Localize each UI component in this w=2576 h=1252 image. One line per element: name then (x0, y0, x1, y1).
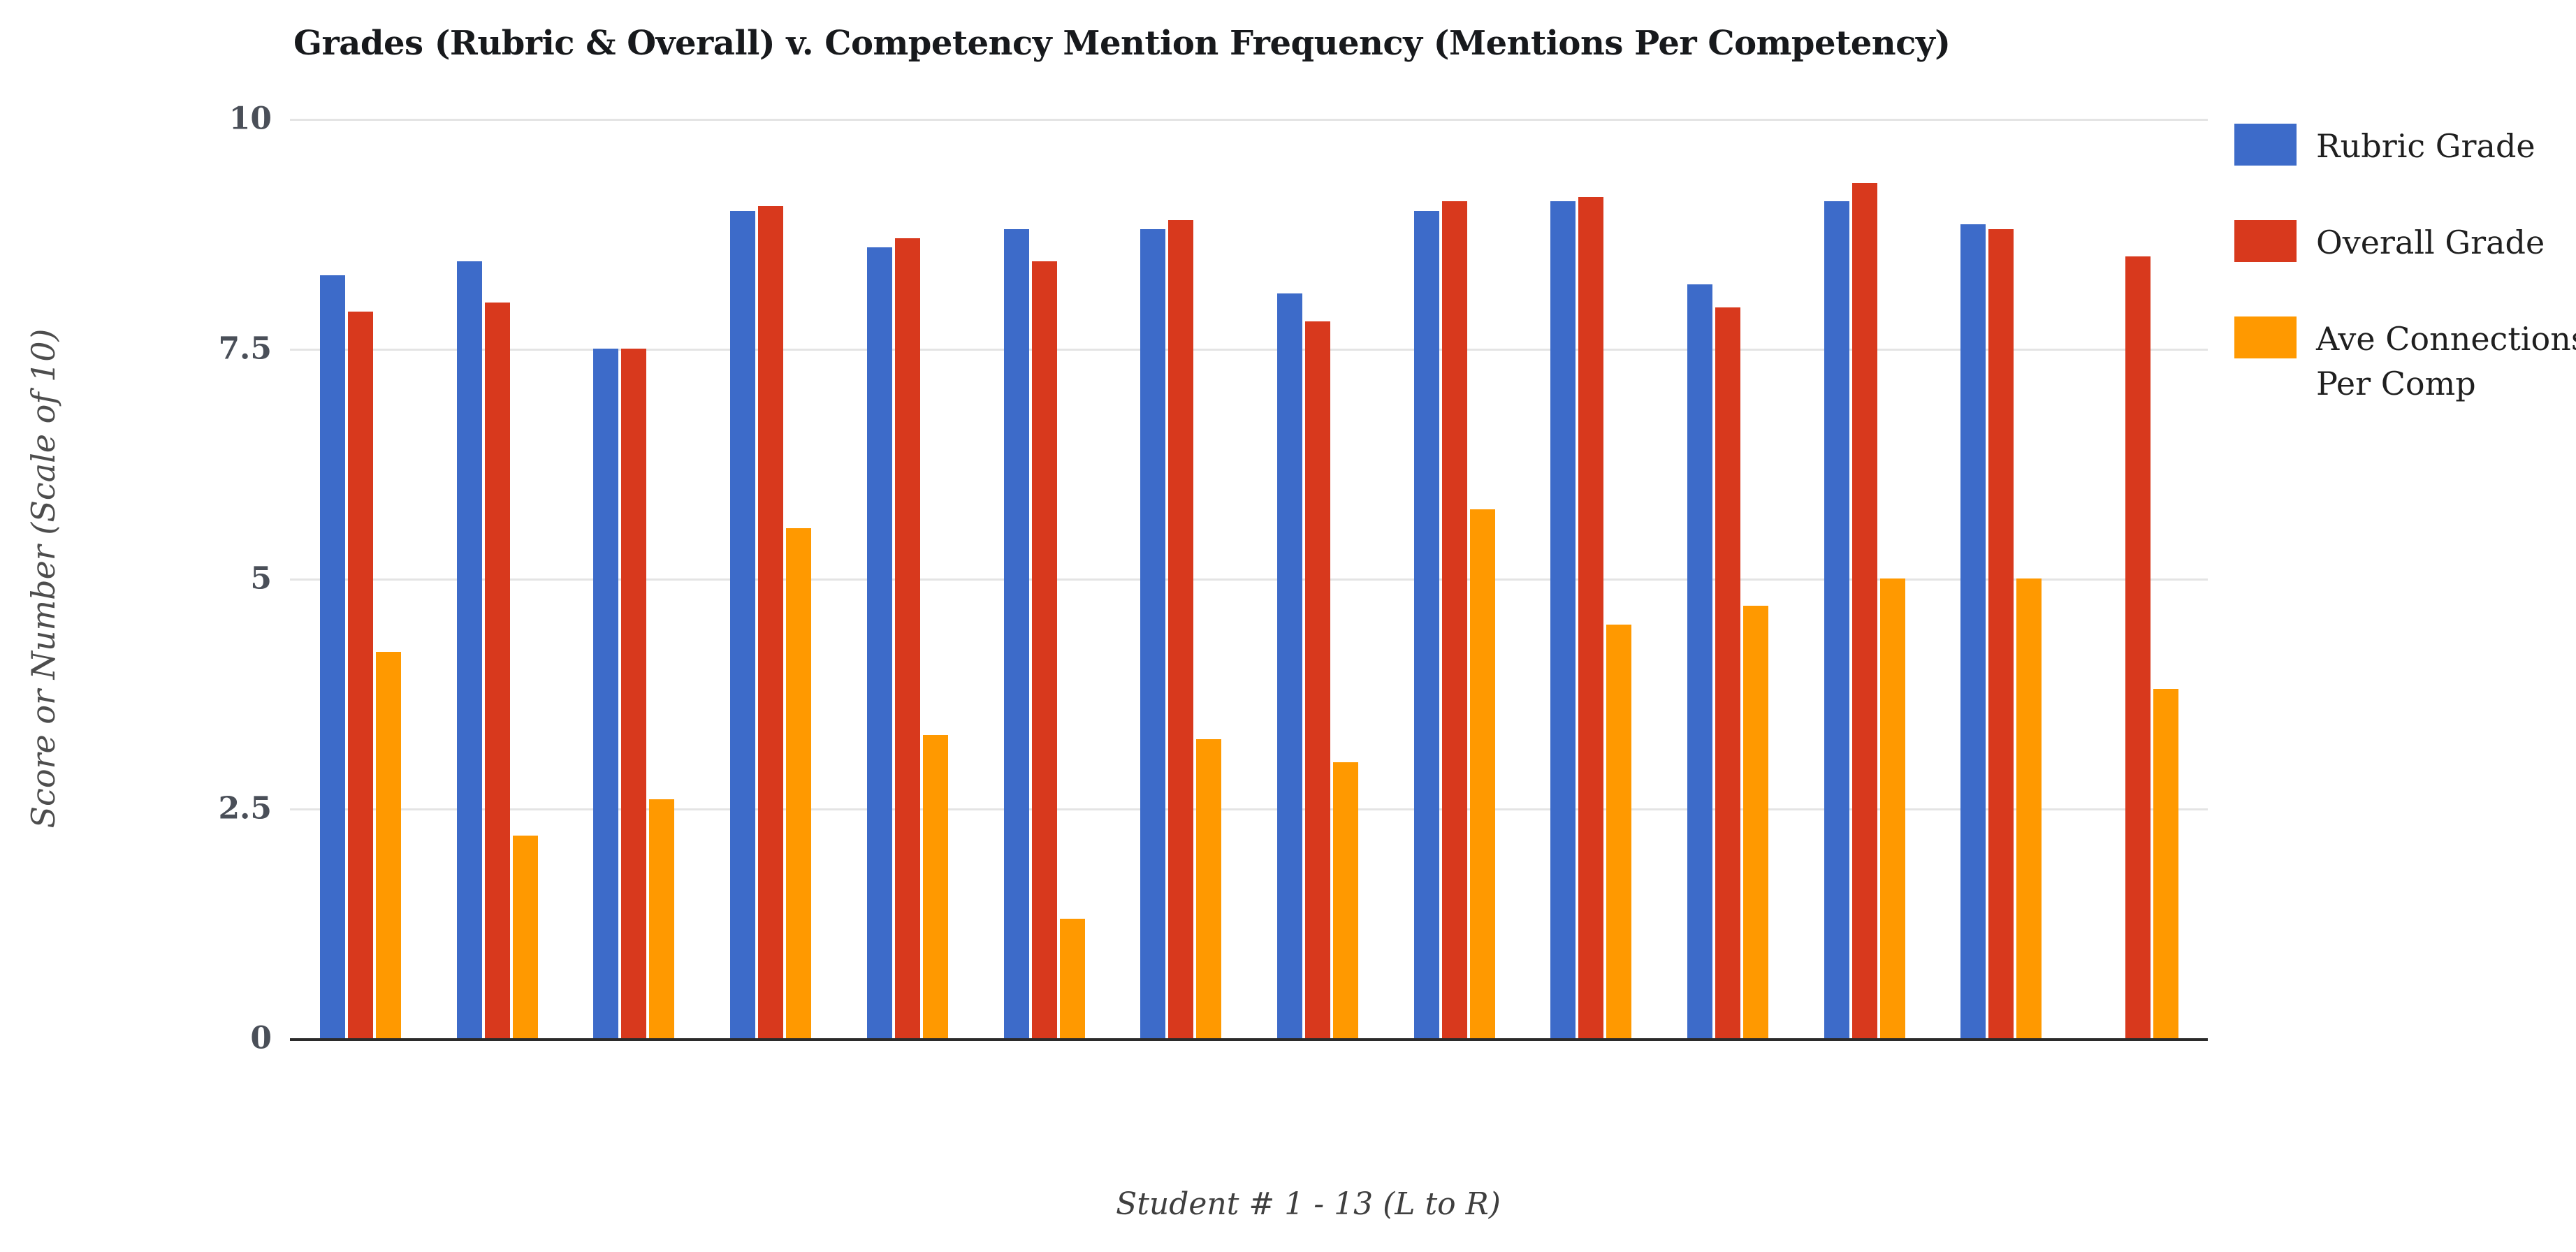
gridline (290, 578, 2208, 581)
chart-title: Grades (Rubric & Overall) v. Competency … (293, 24, 1951, 63)
bar-ave-connections-per-comp (1059, 918, 1085, 1038)
bar-ave-connections-per-comp (922, 734, 948, 1038)
bar-rubric-grade (1276, 293, 1302, 1038)
bar-rubric-grade (730, 210, 756, 1038)
bar-overall-grade (621, 349, 647, 1038)
x-axis-title: Student # 1 - 13 (L to R) (1116, 1186, 1501, 1222)
legend: Rubric Grade Overall Grade Ave Connectio… (2234, 124, 2576, 458)
bar-rubric-grade (593, 349, 619, 1038)
bar-overall-grade (758, 206, 784, 1038)
bar-ave-connections-per-comp (2153, 688, 2179, 1038)
bar-ave-connections-per-comp (376, 652, 401, 1038)
bar-overall-grade (2125, 256, 2151, 1038)
legend-item-rubric-grade: Rubric Grade (2234, 124, 2576, 168)
bar-ave-connections-per-comp (1469, 509, 1495, 1038)
bar-rubric-grade (1413, 210, 1439, 1038)
bar-overall-grade (894, 238, 920, 1038)
bar-overall-grade (1578, 196, 1604, 1038)
bar-ave-connections-per-comp (786, 527, 812, 1038)
bar-overall-grade (1988, 228, 2014, 1038)
legend-swatch-rubric-grade (2234, 124, 2297, 166)
bar-ave-connections-per-comp (649, 799, 675, 1038)
bar-overall-grade (1168, 219, 1194, 1038)
gridline (290, 808, 2208, 810)
bar-ave-connections-per-comp (1196, 739, 1222, 1038)
bar-overall-grade (1441, 201, 1467, 1038)
y-axis-title: Score or Number (Scale of 10) (24, 328, 62, 829)
bar-overall-grade (348, 312, 373, 1038)
gridline (290, 349, 2208, 351)
bar-rubric-grade (456, 261, 482, 1038)
bar-rubric-grade (1687, 284, 1712, 1038)
bar-rubric-grade (866, 247, 892, 1038)
legend-label-ave-connections: Ave Connections Per Comp (2316, 320, 2576, 402)
bar-rubric-grade (1824, 201, 1849, 1038)
y-tick-label: 10 (228, 101, 272, 137)
bar-ave-connections-per-comp (1743, 606, 1768, 1038)
bar-rubric-grade (1003, 228, 1029, 1038)
gridline (290, 119, 2208, 121)
bar-overall-grade (1851, 183, 1877, 1038)
legend-swatch-overall-grade (2234, 220, 2297, 262)
y-tick-label: 0 (250, 1020, 272, 1056)
bar-ave-connections-per-comp (1606, 624, 1632, 1038)
bar-overall-grade (1031, 261, 1057, 1038)
legend-swatch-ave-connections (2234, 316, 2297, 358)
bar-ave-connections-per-comp (1879, 578, 1905, 1038)
y-tick-label: 5 (250, 560, 272, 597)
y-tick-label: 2.5 (218, 790, 272, 827)
plot-area: 0 2.5 5 7.5 10 (218, 101, 2208, 1056)
bar-rubric-grade (1960, 224, 1986, 1038)
bar-rubric-grade (1550, 201, 1576, 1038)
bar-overall-grade (484, 303, 510, 1038)
bar-rubric-grade (1140, 228, 1166, 1038)
legend-label-overall-grade: Overall Grade (2316, 224, 2545, 261)
legend-label-rubric-grade: Rubric Grade (2316, 127, 2535, 165)
bar-rubric-grade (320, 275, 345, 1038)
legend-item-overall-grade: Overall Grade (2234, 220, 2576, 265)
bar-ave-connections-per-comp (512, 836, 538, 1038)
y-tick-label: 7.5 (218, 330, 272, 367)
bar-ave-connections-per-comp (1332, 762, 1358, 1038)
bar-ave-connections-per-comp (2016, 578, 2042, 1038)
bar-overall-grade (1715, 307, 1740, 1038)
legend-item-ave-connections: Ave Connections Per Comp (2234, 316, 2576, 406)
bar-overall-grade (1304, 321, 1330, 1038)
